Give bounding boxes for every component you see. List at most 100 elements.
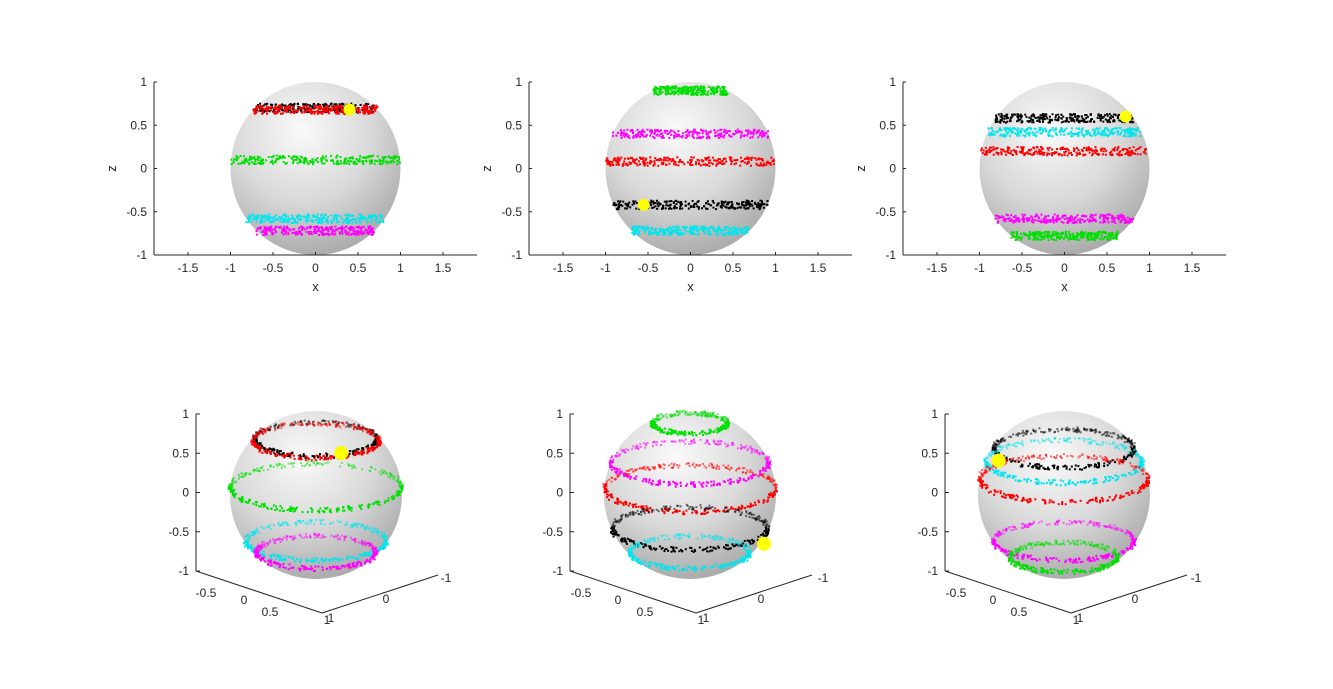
data-point <box>680 160 683 163</box>
data-point <box>676 89 679 92</box>
data-point <box>673 135 676 138</box>
data-point <box>370 218 373 221</box>
data-point <box>1000 128 1003 131</box>
data-point <box>996 147 999 150</box>
data-point <box>238 497 241 500</box>
data-point <box>370 109 373 112</box>
data-point <box>328 105 331 108</box>
data-point <box>306 510 309 513</box>
data-point <box>717 233 720 236</box>
data-point <box>306 111 309 114</box>
x-tick-label: -1.5 <box>927 261 948 275</box>
data-point <box>633 232 636 235</box>
data-point <box>1125 129 1128 132</box>
data-point <box>254 160 257 163</box>
data-point <box>1046 233 1049 236</box>
data-point <box>704 157 707 160</box>
data-point <box>293 231 296 234</box>
data-point <box>631 228 634 231</box>
data-point <box>1051 234 1054 237</box>
data-point <box>368 155 371 158</box>
data-point <box>248 498 251 501</box>
data-point <box>697 91 700 94</box>
data-point <box>1099 215 1102 218</box>
data-point <box>1027 132 1030 135</box>
data-point <box>362 451 365 454</box>
data-point <box>723 232 726 235</box>
data-point <box>725 206 728 209</box>
data-point <box>729 130 732 133</box>
data-point <box>283 422 286 425</box>
data-point <box>761 203 764 206</box>
data-point <box>310 459 313 462</box>
data-point <box>305 160 308 163</box>
data-point <box>336 161 339 164</box>
data-point <box>288 228 291 231</box>
data-point <box>336 163 339 166</box>
data-point <box>323 109 326 112</box>
series-band-5 <box>1010 230 1119 242</box>
data-point <box>1055 119 1058 122</box>
data-point <box>321 112 324 115</box>
data-point <box>368 110 371 113</box>
data-point <box>248 500 251 503</box>
data-point <box>687 86 690 89</box>
data-point <box>731 203 734 206</box>
data-point <box>1128 150 1131 153</box>
data-point <box>341 225 344 228</box>
data-point <box>669 203 672 206</box>
data-point <box>295 158 298 161</box>
data-point <box>626 128 629 131</box>
data-point <box>240 500 243 503</box>
data-point <box>1087 132 1090 135</box>
data-point <box>615 134 618 137</box>
data-point <box>1000 153 1003 156</box>
data-point <box>269 452 272 455</box>
data-point <box>1085 234 1088 237</box>
data-point <box>1081 233 1084 236</box>
data-point <box>245 538 248 541</box>
data-point <box>296 157 299 160</box>
data-point <box>290 509 293 512</box>
data-point <box>266 428 269 431</box>
data-point <box>1051 113 1054 116</box>
data-point <box>1050 152 1053 155</box>
data-point <box>1000 133 1003 136</box>
data-point <box>629 206 632 209</box>
data-point <box>343 220 346 223</box>
data-point <box>662 229 665 232</box>
data-point <box>370 431 373 434</box>
data-point <box>1089 120 1092 123</box>
data-point <box>381 162 384 165</box>
data-point <box>727 233 730 236</box>
data-point <box>279 505 282 508</box>
data-point <box>265 159 268 162</box>
data-point <box>350 509 353 512</box>
data-point <box>358 426 361 429</box>
data-point <box>257 431 260 434</box>
data-point <box>1008 129 1011 132</box>
data-point <box>657 231 660 234</box>
data-point <box>317 103 320 106</box>
data-point <box>1017 131 1020 134</box>
data-point <box>298 218 301 221</box>
data-point <box>1063 154 1066 157</box>
data-point <box>259 221 262 224</box>
data-point <box>279 219 282 222</box>
series-band-5 <box>631 225 750 237</box>
data-point <box>283 106 286 109</box>
data-point <box>699 87 702 90</box>
data-point <box>1099 221 1102 224</box>
data-point <box>710 232 713 235</box>
data-point <box>1029 131 1032 134</box>
data-point <box>722 91 725 94</box>
data-point <box>681 207 684 210</box>
data-point <box>688 90 691 93</box>
data-point <box>1055 239 1058 242</box>
data-point <box>278 452 281 455</box>
data-point <box>663 231 666 234</box>
data-point <box>342 107 345 110</box>
data-point <box>662 136 665 139</box>
data-point <box>347 231 350 234</box>
data-point <box>739 136 742 139</box>
